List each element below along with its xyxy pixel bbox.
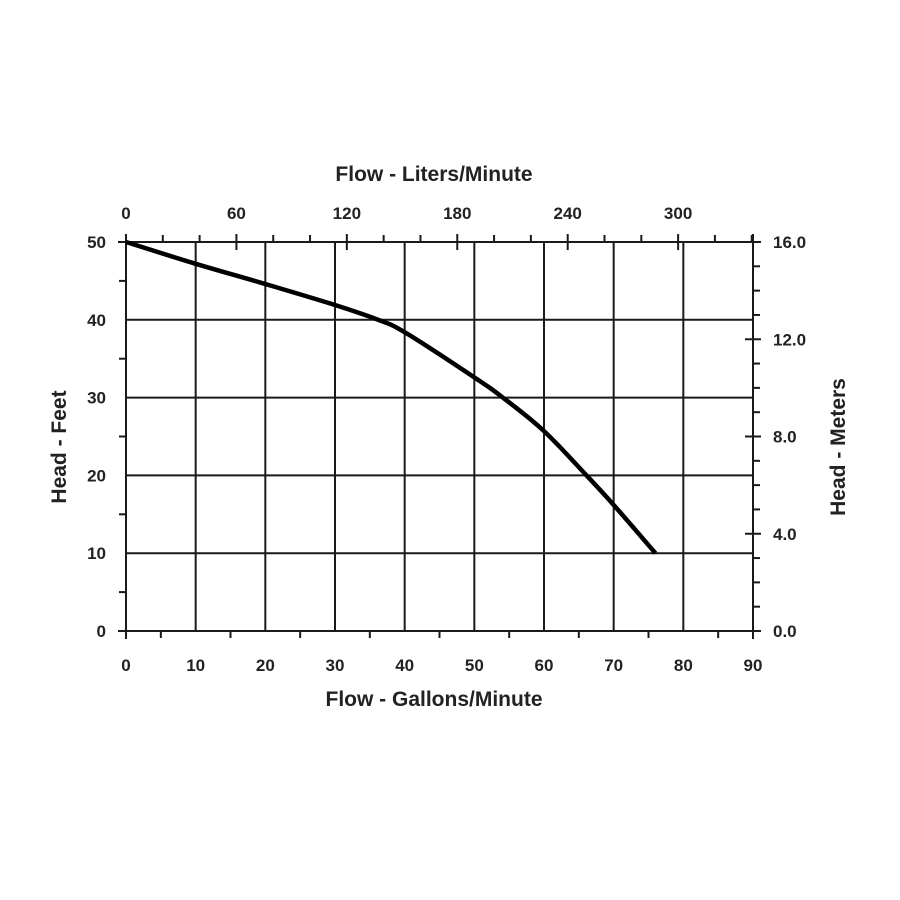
x-tick-label: 70 bbox=[604, 656, 623, 675]
grid-lines bbox=[125, 241, 754, 632]
x-tick-label: 60 bbox=[535, 656, 554, 675]
x-axis-title: Flow - Gallons/Minute bbox=[326, 688, 543, 711]
performance-curve bbox=[125, 239, 658, 555]
x-tick-label: 10 bbox=[186, 656, 205, 675]
x-tick-label: 50 bbox=[465, 656, 484, 675]
x-tick-label: 80 bbox=[674, 656, 693, 675]
x-tick-label: 20 bbox=[256, 656, 275, 675]
x-tick-label: 30 bbox=[326, 656, 345, 675]
axes bbox=[118, 234, 761, 639]
y-tick-label: 30 bbox=[87, 389, 106, 408]
y2-tick-label: 16.0 bbox=[773, 233, 806, 252]
y2-tick-label: 4.0 bbox=[773, 525, 797, 544]
y2-tick-label: 0.0 bbox=[773, 622, 797, 641]
y-tick-label: 50 bbox=[87, 233, 106, 252]
y2-tick-label: 8.0 bbox=[773, 428, 797, 447]
tick-labels: 0 10 20 30 40 50 60 70 80 90 0 10 20 30 40 50 0 60 120 180 2… bbox=[87, 204, 806, 675]
x-tick-label: 0 bbox=[121, 656, 130, 675]
y-tick-label: 40 bbox=[87, 311, 106, 330]
y-axis-title: Head - Feet bbox=[48, 390, 71, 503]
y-tick-label: 20 bbox=[87, 466, 106, 485]
x2-tick-label: 180 bbox=[443, 204, 471, 223]
y2-tick-label: 12.0 bbox=[773, 330, 806, 349]
x2-tick-label: 60 bbox=[227, 204, 246, 223]
x2-tick-label: 240 bbox=[554, 204, 582, 223]
tick-marks bbox=[119, 234, 761, 638]
x-tick-label: 40 bbox=[395, 656, 414, 675]
x-tick-label: 90 bbox=[744, 656, 763, 675]
x2-axis-title: Flow - Liters/Minute bbox=[335, 163, 532, 186]
x2-tick-label: 300 bbox=[664, 204, 692, 223]
y-tick-label: 0 bbox=[97, 622, 106, 641]
x2-tick-label: 0 bbox=[121, 204, 130, 223]
x2-tick-label: 120 bbox=[333, 204, 361, 223]
y2-axis-title: Head - Meters bbox=[827, 378, 850, 516]
y-tick-label: 10 bbox=[87, 544, 106, 563]
